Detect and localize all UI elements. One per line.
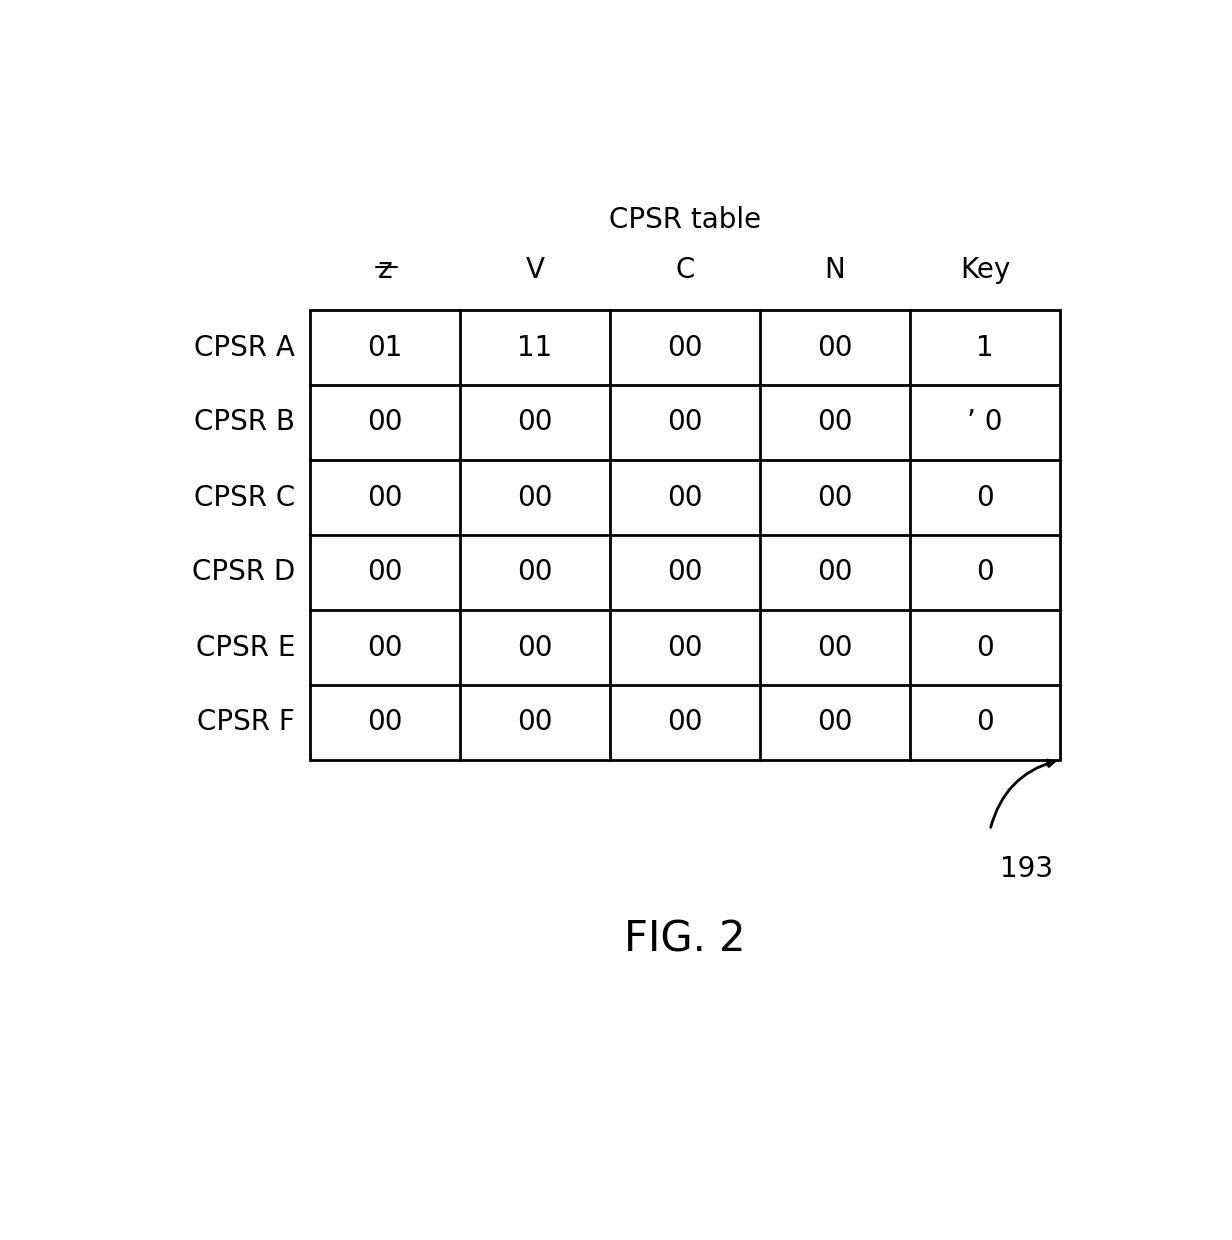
Text: 00: 00: [367, 408, 403, 436]
Text: 00: 00: [367, 634, 403, 661]
Text: 00: 00: [817, 484, 853, 511]
Text: 00: 00: [517, 708, 553, 737]
Text: Key: Key: [960, 255, 1010, 284]
Text: CPSR F: CPSR F: [197, 708, 294, 737]
Text: 00: 00: [517, 408, 553, 436]
Text: 11: 11: [517, 334, 553, 362]
Text: 00: 00: [367, 708, 403, 737]
Text: ʼ 0: ʼ 0: [967, 408, 1003, 436]
Text: N: N: [824, 255, 845, 284]
Text: 00: 00: [367, 484, 403, 511]
Text: 00: 00: [668, 708, 702, 737]
Bar: [310, 310, 1060, 760]
Text: 0: 0: [976, 484, 994, 511]
Text: 00: 00: [668, 408, 702, 436]
Text: 00: 00: [517, 634, 553, 661]
Text: CPSR D: CPSR D: [192, 558, 294, 587]
Text: z: z: [378, 255, 392, 284]
Text: 01: 01: [367, 334, 403, 362]
Text: 00: 00: [817, 558, 853, 587]
Text: 00: 00: [668, 634, 702, 661]
Text: 00: 00: [668, 558, 702, 587]
Text: 00: 00: [668, 484, 702, 511]
Text: 0: 0: [976, 558, 994, 587]
Text: CPSR E: CPSR E: [196, 634, 294, 661]
Text: 0: 0: [976, 708, 994, 737]
Text: FIG. 2: FIG. 2: [625, 919, 745, 961]
Text: 1: 1: [976, 334, 994, 362]
Text: V: V: [526, 255, 545, 284]
Text: 00: 00: [367, 558, 403, 587]
Text: 00: 00: [817, 334, 853, 362]
Text: 00: 00: [668, 334, 702, 362]
Text: 00: 00: [817, 708, 853, 737]
Text: CPSR C: CPSR C: [193, 484, 294, 511]
Text: CPSR A: CPSR A: [195, 334, 294, 362]
Text: 193: 193: [1000, 856, 1053, 883]
Text: 00: 00: [517, 484, 553, 511]
Text: 00: 00: [817, 408, 853, 436]
Text: 00: 00: [817, 634, 853, 661]
Text: C: C: [675, 255, 695, 284]
Text: 0: 0: [976, 634, 994, 661]
Text: CPSR table: CPSR table: [609, 206, 761, 234]
Text: 00: 00: [517, 558, 553, 587]
Text: CPSR B: CPSR B: [193, 408, 294, 436]
